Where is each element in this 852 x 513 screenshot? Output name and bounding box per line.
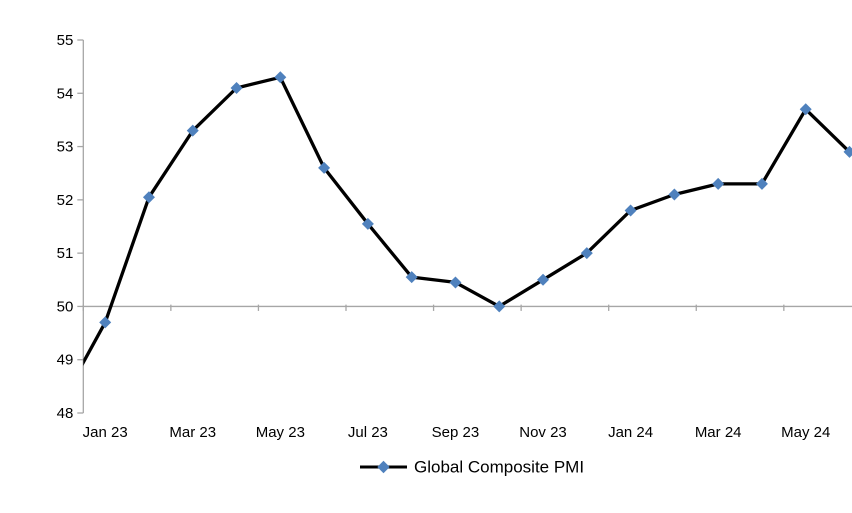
y-axis-tick-label: 52 [57,192,74,209]
legend-label: Global Composite PMI [414,458,584,477]
x-axis-tick-label: Nov 23 [519,424,567,441]
data-point-marker [405,271,418,284]
data-point-marker [668,188,681,201]
data-point-marker [99,316,112,329]
chart-figure: 48 49 50 51 52 53 54 55 Jan 23 Mar 23 May 23 Jul 23… [40,16,852,497]
x-axis-tick-label: Jan 24 [608,424,653,441]
y-axis-tick-label: 50 [57,298,74,315]
y-axis-tick-label: 51 [57,245,74,262]
series-layer [83,71,852,366]
x-axis-tick-label: Jul 23 [348,424,388,441]
data-point-marker [580,247,593,260]
data-point-marker [318,161,331,174]
data-point-marker [361,217,374,230]
data-point-marker [843,145,852,158]
data-point-marker [230,81,243,94]
axes-layer: 48 49 50 51 52 53 54 55 Jan 23 Mar 23 May 23 Jul 23… [57,32,852,441]
x-axis-tick-label: Mar 24 [695,424,742,441]
data-point-marker [712,177,725,190]
data-point-marker [142,191,155,204]
global-composite-pmi-chart: 48 49 50 51 52 53 54 55 Jan 23 Mar 23 May 23 Jul 23… [57,32,852,477]
legend: Global Composite PMI [360,458,584,477]
data-point-marker [537,273,550,286]
x-axis-tick-label: May 24 [781,424,830,441]
x-axis-tick-label: Jan 23 [83,424,128,441]
y-axis-tick-label: 55 [57,32,74,49]
data-point-marker [186,124,199,137]
x-axis-tick-label: Mar 23 [169,424,216,441]
y-axis-tick-label: 48 [57,405,74,422]
series-line [83,75,852,366]
legend-diamond-marker-icon [377,460,390,474]
data-point-marker [624,204,637,217]
data-point-marker [493,300,506,313]
y-axis-tick-label: 53 [57,139,74,156]
data-point-marker [274,71,287,84]
data-point-marker [449,276,462,289]
data-point-marker [799,103,812,116]
y-axis-tick-label: 49 [57,352,74,369]
x-axis-tick-label: May 23 [256,424,305,441]
x-axis-tick-label: Sep 23 [432,424,480,441]
data-point-marker [755,177,768,190]
y-axis-tick-label: 54 [57,85,74,102]
